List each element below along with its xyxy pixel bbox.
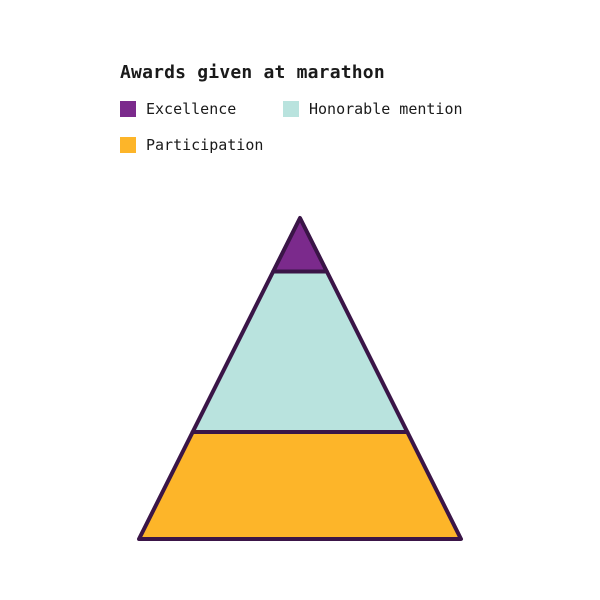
legend-item-participation[interactable]: Participation <box>120 136 283 154</box>
legend-label-honorable-mention: Honorable mention <box>309 100 463 118</box>
pyramid-segment-participation[interactable] <box>137 430 463 541</box>
legend-swatch-excellence <box>120 101 136 117</box>
pyramid-segment-honorable-mention[interactable] <box>190 269 410 434</box>
legend-swatch-honorable-mention <box>283 101 299 117</box>
legend-item-honorable-mention[interactable]: Honorable mention <box>283 100 540 118</box>
legend-label-excellence: Excellence <box>146 100 237 118</box>
legend-swatch-participation <box>120 137 136 153</box>
pyramid-segment-excellence[interactable] <box>271 216 329 274</box>
legend-label-participation: Participation <box>146 136 264 154</box>
legend: Excellence Honorable mention Participati… <box>120 100 540 154</box>
chart-title: Awards given at marathon <box>120 62 385 83</box>
legend-item-excellence[interactable]: Excellence <box>120 100 283 118</box>
